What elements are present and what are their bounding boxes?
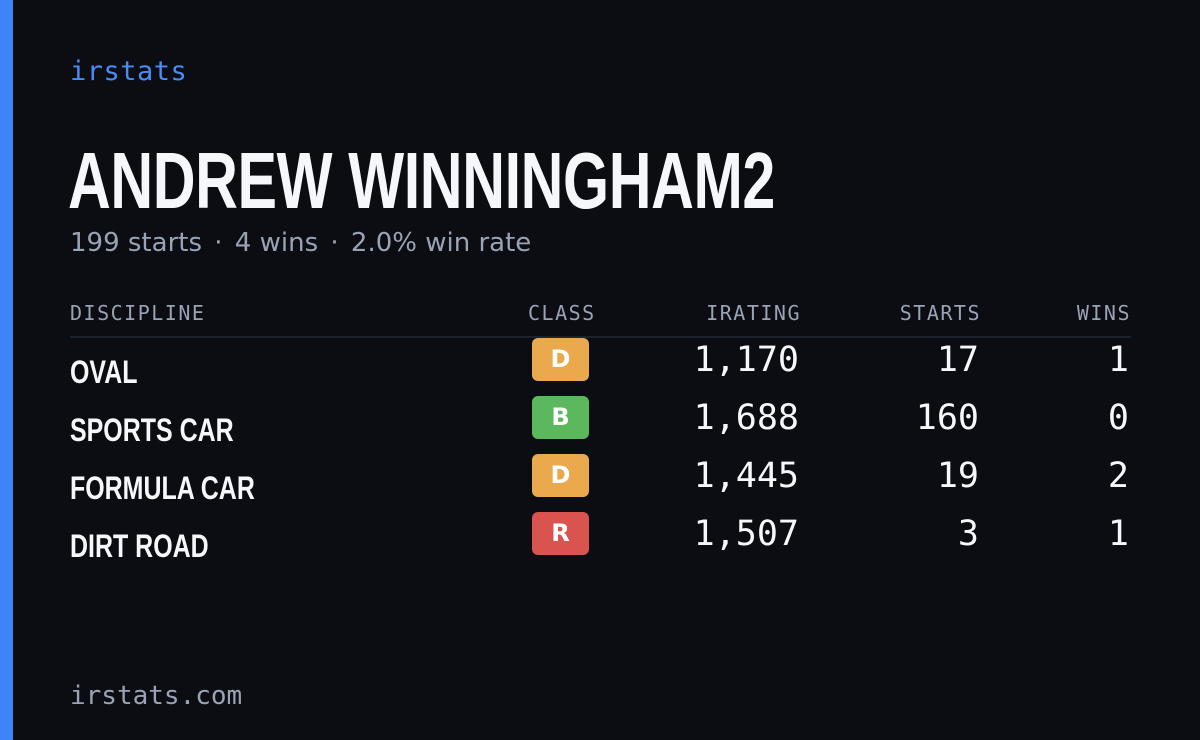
summary-win-rate: 2.0% win rate bbox=[350, 228, 532, 258]
career-summary: 199 starts · 4 wins · 2.0% win rate bbox=[70, 228, 531, 258]
header-irating: IRATING bbox=[706, 301, 801, 325]
driver-name: ANDREW WINNINGHAM2 bbox=[68, 136, 775, 225]
table-row: SPORTS CAR B 1,688 160 0 bbox=[70, 396, 1131, 454]
header-starts: STARTS bbox=[899, 301, 981, 325]
discipline-name: FORMULA CAR bbox=[70, 470, 255, 506]
summary-separator: · bbox=[330, 228, 339, 258]
wins-value: 1 bbox=[1107, 340, 1129, 380]
footer-url: irstats.com bbox=[70, 681, 243, 711]
discipline-name: SPORTS CAR bbox=[70, 412, 234, 448]
table-row: FORMULA CAR D 1,445 19 2 bbox=[70, 454, 1131, 512]
summary-separator: · bbox=[214, 228, 223, 258]
license-class-badge: D bbox=[532, 454, 589, 497]
header-wins: WINS bbox=[1076, 301, 1131, 325]
license-class-badge: R bbox=[532, 512, 589, 555]
table-header: DISCIPLINE CLASS IRATING STARTS WINS bbox=[70, 296, 1131, 338]
license-table: DISCIPLINE CLASS IRATING STARTS WINS OVA… bbox=[70, 296, 1131, 570]
irating-value: 1,170 bbox=[693, 340, 799, 380]
irating-value: 1,688 bbox=[693, 398, 799, 438]
accent-bar bbox=[0, 0, 13, 740]
table-row: OVAL D 1,170 17 1 bbox=[70, 338, 1131, 396]
summary-starts: 199 starts bbox=[70, 228, 202, 258]
header-discipline: DISCIPLINE bbox=[70, 301, 206, 325]
wins-value: 2 bbox=[1107, 456, 1129, 496]
starts-value: 17 bbox=[936, 340, 979, 380]
table-row: DIRT ROAD R 1,507 3 1 bbox=[70, 512, 1131, 570]
license-class-badge: D bbox=[532, 338, 589, 381]
summary-wins: 4 wins bbox=[234, 228, 319, 258]
license-class-badge: B bbox=[532, 396, 589, 439]
starts-value: 3 bbox=[957, 514, 979, 554]
wins-value: 1 bbox=[1107, 514, 1129, 554]
irating-value: 1,507 bbox=[693, 514, 799, 554]
discipline-name: DIRT ROAD bbox=[70, 528, 209, 564]
irating-value: 1,445 bbox=[693, 456, 799, 496]
wins-value: 0 bbox=[1107, 398, 1129, 438]
header-class: CLASS bbox=[528, 301, 596, 325]
brand-logo: irstats bbox=[70, 56, 188, 87]
starts-value: 19 bbox=[936, 456, 979, 496]
starts-value: 160 bbox=[915, 398, 979, 438]
discipline-name: OVAL bbox=[70, 354, 138, 390]
